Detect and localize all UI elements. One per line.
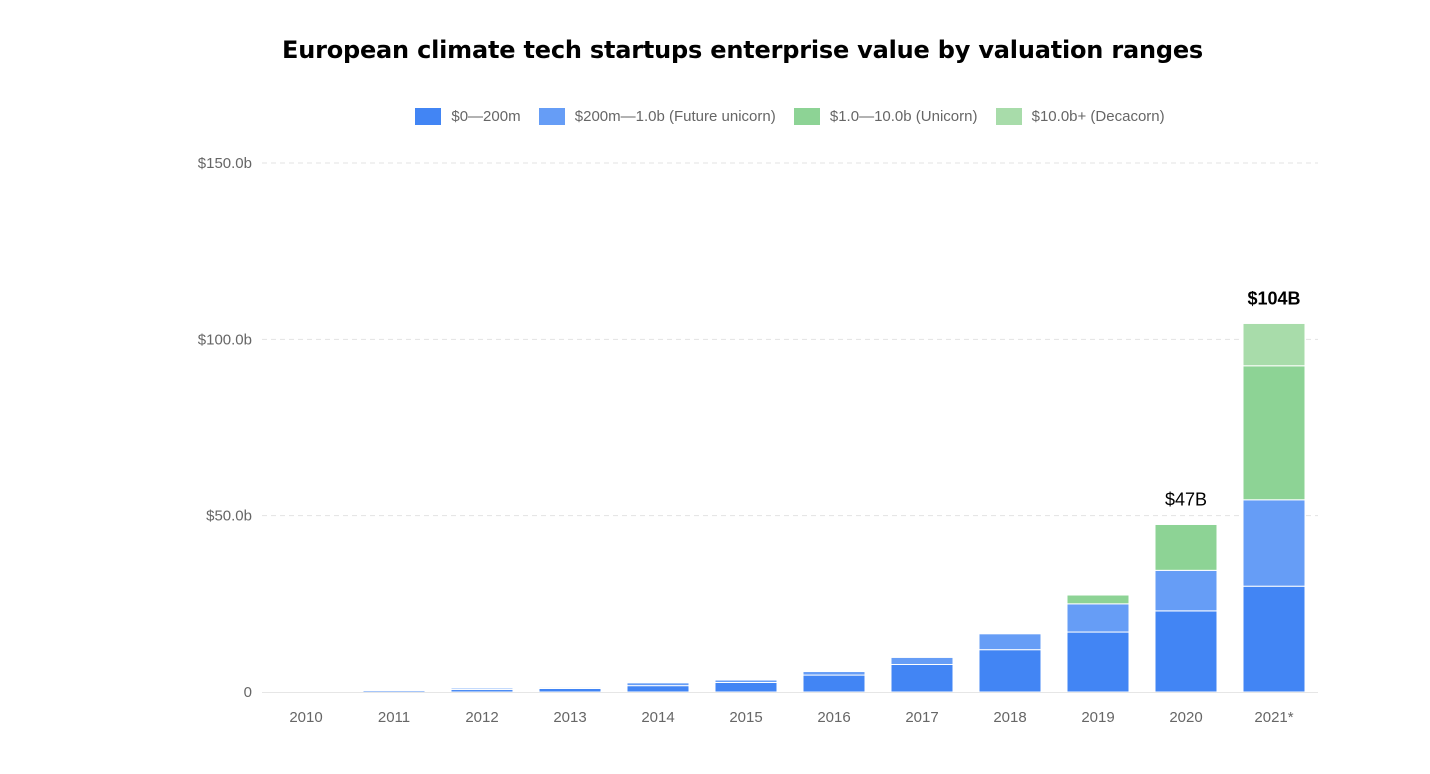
x-tick-label: 2013 — [553, 709, 586, 726]
bar-total-label: $104B — [1247, 288, 1300, 308]
x-tick-label: 2012 — [465, 709, 498, 726]
chart-legend: $0—200m $200m—1.0b (Future unicorn) $1.0… — [0, 108, 1430, 129]
legend-item-3[interactable]: $10.0b+ (Decacorn) — [995, 108, 1165, 125]
y-tick-label: $100.0b — [198, 331, 252, 348]
legend-label-2: $1.0—10.0b (Unicorn) — [829, 108, 978, 125]
bar-segment — [1242, 499, 1306, 587]
chart-title: European climate tech startups enterpris… — [282, 36, 1203, 64]
legend-swatch-3 — [995, 108, 1022, 125]
bar-segment — [1242, 365, 1306, 501]
x-tick-label: 2017 — [905, 709, 938, 726]
bar-segment — [890, 656, 954, 665]
bar-segment — [1066, 631, 1130, 693]
legend-item-1[interactable]: $200m—1.0b (Future unicorn) — [538, 108, 776, 125]
y-tick-label: $150.0b — [198, 155, 252, 172]
bar-segment — [1066, 603, 1130, 633]
legend-swatch-2 — [793, 108, 820, 125]
legend-label-0: $0—200m — [451, 108, 521, 125]
x-tick-label: 2016 — [817, 709, 850, 726]
legend-item-0[interactable]: $0—200m — [415, 108, 521, 125]
bar-segment — [890, 663, 954, 693]
bar-segment — [450, 687, 514, 691]
bar-segment — [714, 681, 778, 693]
legend-swatch-0 — [415, 108, 442, 125]
bar-segment — [538, 687, 602, 693]
x-tick-label: 2015 — [729, 709, 762, 726]
bar-segment — [1154, 523, 1218, 571]
bar-segment — [1154, 610, 1218, 693]
x-tick-label: 2011 — [378, 709, 410, 726]
bar-segment — [626, 685, 690, 693]
bar-segment — [1154, 569, 1218, 612]
legend-label-1: $200m—1.0b (Future unicorn) — [574, 108, 776, 125]
legend-swatch-1 — [538, 108, 565, 125]
x-tick-label: 2020 — [1169, 709, 1202, 726]
x-tick-label: 2019 — [1081, 709, 1114, 726]
bar-segment — [538, 686, 602, 689]
bar-segment — [1242, 585, 1306, 693]
legend-item-2[interactable]: $1.0—10.0b (Unicorn) — [793, 108, 978, 125]
bar-segment — [802, 674, 866, 693]
bar-total-label: $47B — [1165, 489, 1207, 509]
bar-segment — [1066, 594, 1130, 605]
x-tick-label: 2018 — [993, 709, 1026, 726]
bar-segment — [978, 649, 1042, 693]
bar-segment — [626, 682, 690, 687]
bar-segment — [978, 633, 1042, 651]
y-tick-label: 0 — [244, 684, 252, 701]
bar-segment — [802, 671, 866, 676]
bar-segment — [1242, 322, 1306, 367]
x-tick-label: 2010 — [289, 709, 322, 726]
y-tick-label: $50.0b — [206, 508, 252, 525]
legend-label-3: $10.0b+ (Decacorn) — [1031, 108, 1165, 125]
bar-segment — [362, 689, 426, 692]
x-tick-label: 2021* — [1254, 709, 1293, 726]
x-tick-label: 2014 — [641, 709, 674, 726]
bar-segment — [714, 679, 778, 683]
